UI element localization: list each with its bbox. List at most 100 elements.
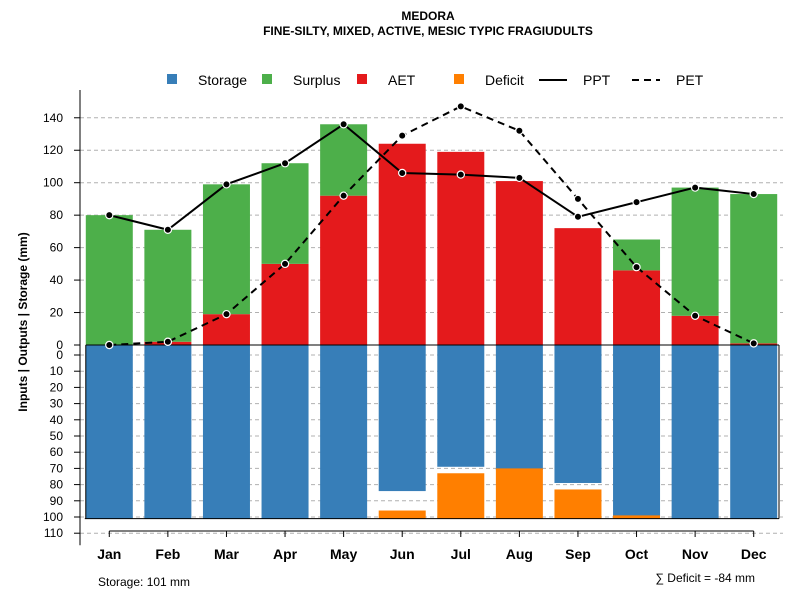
bar-deficit — [378, 510, 426, 519]
legend-swatch-storage — [167, 74, 177, 84]
bar-storage — [202, 345, 250, 519]
ppt-point — [163, 225, 173, 234]
y-tick-label: 40 — [50, 273, 64, 287]
pet-point — [280, 259, 290, 269]
y-tick-label: 80 — [50, 478, 64, 492]
bar-surplus — [730, 194, 778, 344]
x-tick-label: Dec — [741, 546, 767, 562]
y-tick-label: 50 — [50, 429, 64, 443]
bar-storage — [320, 345, 368, 519]
legend-item-storage: Storage — [167, 72, 247, 88]
bar-storage — [261, 345, 309, 519]
legend-item-deficit: Deficit — [454, 72, 524, 88]
ppt-point — [280, 159, 290, 168]
ppt-point — [749, 189, 758, 199]
legend-item-aet: AET — [357, 72, 416, 88]
bar-aet — [378, 143, 426, 345]
bar-aet — [437, 151, 485, 345]
pet-point — [515, 126, 524, 135]
bar-storage — [671, 345, 719, 519]
ppt-point — [339, 120, 348, 129]
bar-aet — [320, 195, 368, 345]
bar-deficit — [613, 515, 661, 519]
x-tick-label: Sep — [565, 546, 591, 562]
footer-storage: Storage: 101 mm — [98, 575, 190, 589]
bar-surplus — [202, 184, 250, 315]
pet-point — [222, 309, 231, 319]
ppt-point — [632, 197, 641, 207]
ppt-point — [398, 168, 407, 178]
legend-label-storage: Storage — [198, 72, 247, 88]
legend-label-surplus: Surplus — [293, 72, 340, 88]
ppt-point — [456, 170, 465, 179]
pet-point — [105, 340, 114, 350]
bar-storage — [495, 345, 543, 471]
y-tick-label: 40 — [50, 413, 64, 427]
legend-swatch-surplus — [262, 74, 272, 84]
bar-aet — [554, 228, 602, 345]
y-tick-label: 10 — [50, 364, 64, 378]
pet-point — [163, 337, 173, 346]
pet-point — [339, 191, 348, 200]
bar-storage — [613, 345, 661, 519]
y-tick-label: 60 — [50, 241, 64, 255]
legend-label-deficit: Deficit — [485, 72, 524, 88]
ppt-point — [573, 212, 583, 221]
x-tick-label: Nov — [682, 546, 709, 562]
x-tick-label: Jul — [451, 546, 471, 562]
bar-storage — [378, 345, 426, 492]
bar-aet — [495, 181, 543, 345]
legend-label-aet: AET — [388, 72, 416, 88]
y-tick-label: 140 — [43, 111, 63, 125]
y-axis-label: Inputs | Outputs | Storage (mm) — [16, 232, 30, 411]
bar-storage — [437, 345, 485, 467]
x-tick-label: Apr — [273, 546, 298, 562]
ppt-point — [690, 183, 700, 192]
x-tick-label: Feb — [155, 546, 180, 562]
bar-aet — [261, 263, 309, 345]
ppt-line — [109, 123, 754, 231]
bar-aet — [671, 315, 719, 345]
y-tick-label: 80 — [50, 208, 64, 222]
legend-item-surplus: Surplus — [262, 72, 340, 88]
x-tick-label: Mar — [214, 546, 239, 562]
bar-storage — [144, 345, 192, 519]
y-tick-label: 120 — [43, 143, 63, 157]
x-tick-label: May — [330, 546, 357, 562]
bar-surplus — [85, 215, 133, 345]
ppt-point — [222, 180, 231, 189]
legend-item-ppt: PPT — [539, 72, 611, 88]
legend-swatch-aet — [357, 74, 367, 84]
bar-aet — [613, 270, 661, 345]
pet-point — [632, 262, 641, 272]
bar-surplus — [671, 187, 719, 316]
y-tick-label: 20 — [50, 380, 64, 394]
y-tick-label: 70 — [50, 461, 64, 475]
footer-deficit: ∑ Deficit = -84 mm — [655, 571, 755, 585]
lines-layer — [84, 102, 780, 520]
legend-label-ppt: PPT — [583, 72, 611, 88]
bar-aet — [202, 314, 250, 345]
y-tick-label: 0 — [56, 338, 63, 352]
chart-subtitle: FINE-SILTY, MIXED, ACTIVE, MESIC TYPIC F… — [263, 24, 593, 38]
pet-point — [690, 311, 700, 320]
y-tick-label: 100 — [43, 510, 63, 524]
bar-storage — [554, 345, 602, 483]
axes-layer: 0 20 40 60 80 100 120 140 0 10 20 30 40 50 60 70 80 90 100… — [43, 90, 767, 562]
x-tick-label: Oct — [625, 546, 649, 562]
pet-point — [749, 339, 758, 348]
legend-item-pet: PET — [632, 72, 704, 88]
ppt-point — [105, 210, 114, 220]
ppt-point — [515, 173, 524, 183]
pet-point — [456, 102, 465, 111]
bar-deficit — [495, 468, 543, 519]
y-tick-label: 110 — [44, 526, 63, 540]
x-tick-label: Jan — [97, 546, 121, 562]
x-tick-label: Jun — [390, 546, 415, 562]
x-tick-label: Aug — [506, 546, 533, 562]
y-tick-label: 0 — [56, 348, 63, 362]
gridlines — [80, 117, 783, 534]
bar-storage — [730, 345, 778, 519]
y-tick-label: 30 — [50, 397, 64, 411]
